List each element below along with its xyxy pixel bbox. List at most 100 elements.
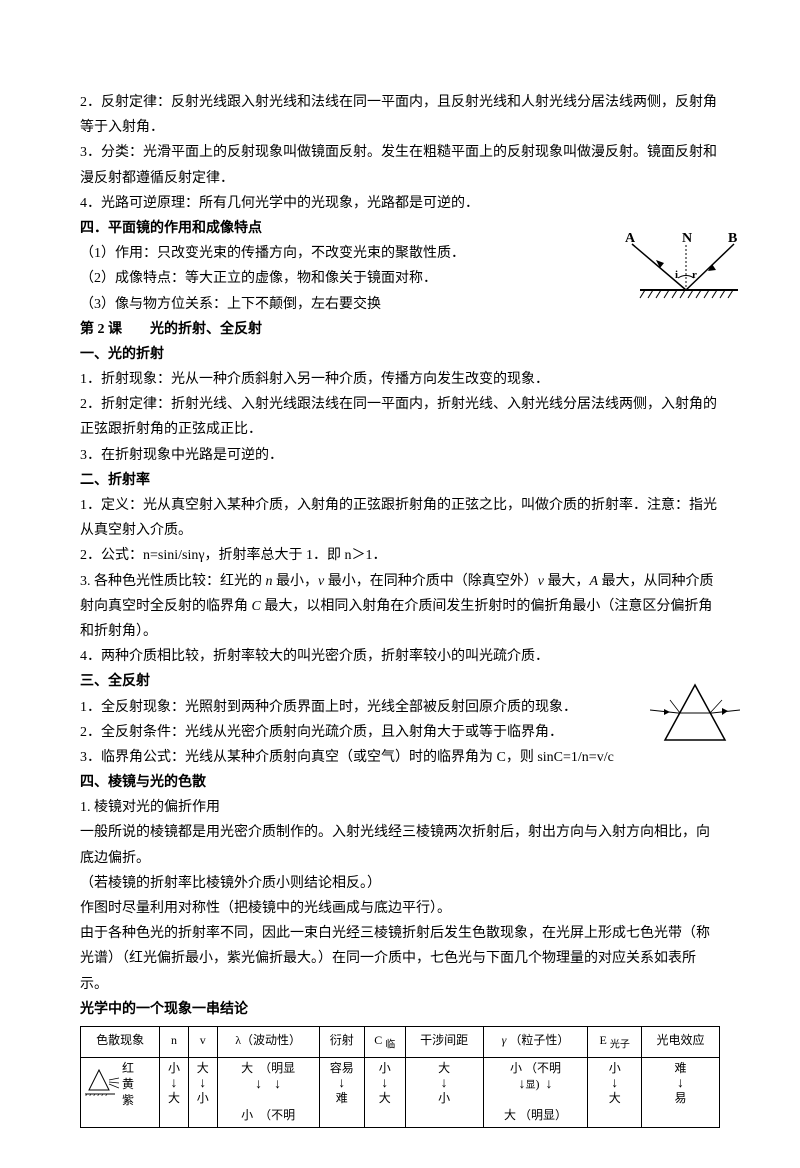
arrow-down-icon: ↓ [338, 1077, 345, 1091]
sec6-p4: 作图时尽量利用对称性（把棱镜中的光线画成与底边平行）。 [80, 896, 720, 921]
sec4-title: 二、折射率 [80, 468, 720, 493]
sec4-p3b: 最小， [273, 574, 319, 589]
sec4-p3d: 最大， [544, 574, 590, 589]
cell-lambda: 大 （明显 ↓ ↓ 小 （不明 [217, 1058, 319, 1127]
lambda-small: 小 [241, 1108, 253, 1122]
arrow-down-icon: ↓ [171, 1077, 178, 1091]
v-small: 小 [197, 1091, 209, 1107]
g-notobv: （不明 [525, 1061, 561, 1075]
int-small: 小 [438, 1091, 450, 1107]
th-c5: 衍射 [319, 1026, 364, 1057]
arrow-down-icon: ↓ [441, 1077, 448, 1091]
th-c8a: γ [502, 1033, 507, 1047]
g-big: 大 [504, 1108, 516, 1122]
mini-prism-icon [85, 1066, 119, 1104]
table-title: 光学中的一个现象一串结论 [80, 997, 720, 1022]
reflection-law: 2．反射定律：反射光线跟入射光线和法线在同一平面内，且反射光线和人射光线分居法线… [80, 90, 720, 140]
sec3-p3: 3．在折射现象中光路是可逆的． [80, 443, 720, 468]
pe-hard: 难 [675, 1061, 687, 1077]
th-c4: λ（波动性） [217, 1026, 319, 1057]
arrow-down-icon: ↓ [545, 1078, 552, 1092]
th-c9: E 光子 [588, 1026, 642, 1057]
th-c8: γ （粒子性） [483, 1026, 588, 1057]
sec4-p2: 2．公式：n=sini/sinγ，折射率总大于 1．即 n＞1． [80, 543, 720, 568]
lambda-obv: （明显 [259, 1061, 295, 1075]
sec5-title: 三、全反射 [80, 669, 720, 694]
sec4-p4: 4．两种介质相比较，折射率较大的叫光密介质，折射率较小的叫光疏介质． [80, 644, 720, 669]
cell-photon: 小 ↓ 大 [588, 1058, 642, 1127]
th-c6a: C [374, 1033, 382, 1047]
sec5-p2: 2．全反射条件：光线从光密介质射向光疏介质，且入射角大于或等于临界角． [80, 720, 720, 745]
sec6-p3: （若棱镜的折射率比棱镜外介质小则结论相反。） [80, 871, 720, 896]
sec6-title: 四、棱镜与光的色散 [80, 770, 720, 795]
v-big: 大 [197, 1061, 209, 1077]
label-b: B [728, 231, 737, 246]
cell-colors: 红 黄 紫 [81, 1058, 160, 1127]
sec4-A: A [589, 574, 598, 589]
th-c6b: 临 [385, 1039, 395, 1050]
cell-v: 大 ↓ 小 [188, 1058, 217, 1127]
e-big: 大 [609, 1091, 621, 1107]
color-violet: 紫 [122, 1093, 134, 1107]
table-header-row: 色散现象 n v λ（波动性） 衍射 C 临 干涉间距 γ （粒子性） E 光子… [81, 1026, 720, 1057]
th-c10: 光电效应 [642, 1026, 720, 1057]
cell-interference: 大 ↓ 小 [405, 1058, 483, 1127]
dispersion-table: 色散现象 n v λ（波动性） 衍射 C 临 干涉间距 γ （粒子性） E 光子… [80, 1026, 720, 1128]
diff-hard: 难 [336, 1091, 348, 1107]
th-c7: 干涉间距 [405, 1026, 483, 1057]
sec5-p1: 1．全反射现象：光照射到两种介质界面上时，光线全部被反射回原介质的现象． [80, 695, 720, 720]
sec4-n: n [266, 574, 273, 589]
th-c8b: （粒子性） [509, 1033, 569, 1047]
int-big: 大 [438, 1061, 450, 1077]
cell-gamma: 小 （不明 ↓显) ↓ 大 （明显） [483, 1058, 588, 1127]
sec4-C: C [252, 599, 261, 614]
th-c1: 色散现象 [81, 1026, 160, 1057]
reflection-types: 3．分类：光滑平面上的反射现象叫做镜面反射。发生在粗糙平面上的反射现象叫做漫反射… [80, 140, 720, 190]
th-c6: C 临 [364, 1026, 405, 1057]
th-c9b: 光子 [610, 1039, 630, 1050]
cell-photoelectric: 难 ↓ 易 [642, 1058, 720, 1127]
color-red: 红 [122, 1061, 134, 1075]
arrow-down-icon: ↓ [611, 1077, 618, 1091]
c-small: 小 [379, 1061, 391, 1077]
pe-easy: 易 [675, 1091, 687, 1107]
sec6-p2: 一般所说的棱镜都是用光密介质制作的。入射光线经三棱镜两次折射后，射出方向与入射方… [80, 820, 720, 870]
sec4-p3c: 最小，在同种介质中（除真空外） [324, 574, 538, 589]
reversibility: 4．光路可逆原理：所有几何光学中的光现象，光路都是可逆的． [80, 191, 720, 216]
table-data-row: 红 黄 紫 小 ↓ 大 大 ↓ 小 大 （明显 ↓ ↓ [81, 1058, 720, 1127]
c-big: 大 [379, 1091, 391, 1107]
arrow-down-icon: ↓ [381, 1077, 388, 1091]
sec3-p1: 1．折射现象：光从一种介质斜射入另一种介质，传播方向发生改变的现象． [80, 367, 720, 392]
th-c9a: E [600, 1033, 607, 1047]
n-big: 大 [168, 1091, 180, 1107]
n-small: 小 [168, 1061, 180, 1077]
prism-diagram [650, 680, 740, 750]
arrow-down-icon: ↓ [199, 1077, 206, 1091]
sec6-p1: 1. 棱镜对光的偏折作用 [80, 795, 720, 820]
sec4-p3: 3. 各种色光性质比较：红光的 n 最小，v 最小，在同种介质中（除真空外）v … [80, 569, 720, 645]
lambda-big: 大 [241, 1061, 253, 1075]
th-c3: v [188, 1026, 217, 1057]
e-small: 小 [609, 1061, 621, 1077]
color-yellow: 黄 [122, 1077, 134, 1091]
diff-easy: 容易 [330, 1061, 354, 1077]
lesson2-title: 第 2 课 光的折射、全反射 [80, 317, 720, 342]
sec3-title: 一、光的折射 [80, 342, 720, 367]
cell-n: 小 ↓ 大 [160, 1058, 189, 1127]
arrow-down-icon: ↓ [274, 1078, 281, 1092]
label-a: A [625, 231, 636, 246]
arrow-down-icon: ↓ [677, 1077, 684, 1091]
sec5-p3: 3．临界角公式：光线从某种介质射向真空（或空气）时的临界角为 C，则 sinC=… [80, 745, 720, 770]
lambda-notobv: （不明 [259, 1108, 295, 1122]
arrow-down-icon: ↓ [255, 1078, 262, 1092]
sec6-p5: 由于各种色光的折射率不同，因此一束白光经三棱镜折射后发生色散现象，在光屏上形成七… [80, 921, 720, 997]
label-r: r [692, 269, 697, 281]
g-small: 小 [510, 1061, 522, 1075]
cell-diffraction: 容易 ↓ 难 [319, 1058, 364, 1127]
reflection-diagram: A N B i r [620, 230, 740, 310]
sec3-p2: 2．折射定律：折射光线、入射光线跟法线在同一平面内，折射光线、入射光线分居法线两… [80, 392, 720, 442]
sec4-p3a: 3. 各种色光性质比较：红光的 [80, 574, 266, 589]
label-i: i [675, 269, 678, 281]
sec4-p1: 1．定义：光从真空射入某种介质，入射角的正弦跟折射角的正弦之比，叫做介质的折射率… [80, 493, 720, 543]
th-c2: n [160, 1026, 189, 1057]
